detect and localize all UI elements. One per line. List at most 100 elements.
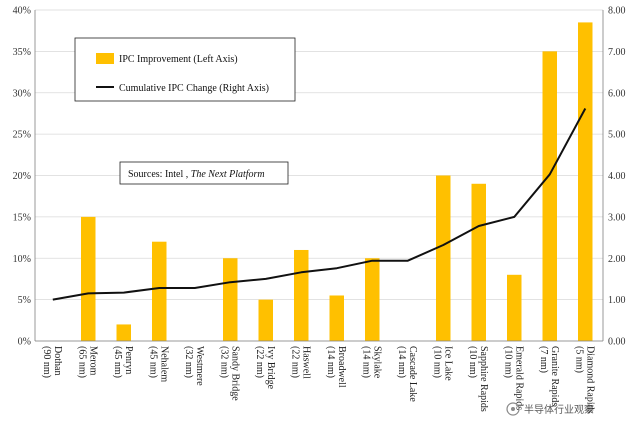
watermark: 半导体行业观察	[506, 402, 594, 416]
category-label: Skylake(14 nm)	[360, 346, 382, 379]
category-name: Dothan	[52, 346, 63, 375]
axes	[34, 10, 604, 342]
category-label: Diamond Rapids(5 nm)	[573, 346, 595, 414]
category-name: Penryn	[123, 346, 134, 374]
cumulative-line	[52, 108, 587, 301]
source-prefix: Sources: Intel ,	[128, 169, 191, 180]
bar	[152, 241, 167, 341]
right-tick-label: 5.00	[608, 130, 626, 141]
legend: IPC Improvement (Left Axis) Cumulative I…	[74, 37, 296, 102]
category-node: (22 nm)	[289, 346, 300, 378]
category-labels: Dothan(90 nm) Merom(65 nm) Penryn(45 nm) Ne…	[41, 346, 596, 414]
source-box-frame	[119, 161, 289, 185]
right-tick-label: 4.00	[608, 171, 626, 182]
category-name: Ivy Bridge	[265, 346, 276, 390]
right-tick-label: 3.00	[608, 212, 626, 223]
left-tick-label: 35%	[13, 47, 31, 58]
right-tick-label: 0.00	[608, 337, 626, 348]
source-annotation: Sources: Intel , The Next Platform	[119, 161, 289, 185]
category-label: Penryn(45 nm)	[112, 346, 134, 378]
legend-bar-label: IPC Improvement (Left Axis)	[119, 54, 238, 65]
category-name: Emerald Rapids	[513, 346, 524, 410]
line-series	[52, 108, 587, 301]
category-label: Sandy Bridge(32 nm)	[218, 346, 240, 401]
category-label: Nehalem(45 nm)	[147, 346, 169, 382]
category-name: Nehalem	[158, 346, 169, 382]
category-node: (10 nm)	[502, 346, 513, 378]
left-tick-label: 0%	[18, 337, 31, 348]
category-name: Sapphire Rapids	[478, 346, 489, 412]
legend-line-label: Cumulative IPC Change (Right Axis)	[119, 83, 269, 94]
left-tick-label: 30%	[13, 88, 31, 99]
left-tick-label: 5%	[18, 295, 31, 306]
category-label: Ivy Bridge(22 nm)	[254, 346, 276, 390]
category-node: (14 nm)	[325, 346, 336, 378]
left-axis-ticks: 0% 5% 10% 15% 20% 25% 30% 35% 40%	[13, 6, 31, 348]
category-label: Sapphire Rapids(10 nm)	[467, 346, 489, 412]
bar	[365, 258, 380, 341]
category-name: Westmere	[194, 346, 205, 386]
watermark-text: 半导体行业观察	[524, 403, 594, 416]
category-node: (65 nm)	[76, 346, 87, 378]
bar	[329, 295, 344, 341]
bar	[81, 216, 96, 341]
category-node: (22 nm)	[254, 346, 265, 378]
category-node: (10 nm)	[467, 346, 478, 378]
category-label: Broadwell(14 nm)	[325, 346, 347, 388]
category-name: Haswell	[300, 346, 311, 379]
category-node: (32 nm)	[218, 346, 229, 378]
left-tick-label: 10%	[13, 254, 31, 265]
category-name: Skylake	[371, 346, 382, 379]
bar-series	[81, 22, 593, 341]
left-tick-label: 40%	[13, 6, 31, 17]
bar	[223, 258, 238, 341]
bar	[578, 22, 593, 341]
right-axis-ticks: 0.00 1.00 2.00 3.00 4.00 5.00 6.00 7.00 8.00	[608, 6, 626, 348]
legend-bar-swatch	[96, 53, 114, 64]
source-text: Sources: Intel , The Next Platform	[128, 169, 265, 180]
bar	[436, 175, 451, 341]
left-tick-label: 15%	[13, 212, 31, 223]
bar	[542, 51, 557, 341]
category-node: (10 nm)	[431, 346, 442, 378]
category-label: Cascade Lake(14 nm)	[396, 346, 418, 402]
category-label: Westmere(32 nm)	[183, 346, 205, 386]
category-node: (14 nm)	[360, 346, 371, 378]
category-label: Ice Lake(10 nm)	[431, 346, 453, 381]
bar	[471, 183, 486, 341]
watermark-icon-dot	[511, 407, 515, 411]
category-label: Haswell(22 nm)	[289, 346, 311, 379]
category-node: (90 nm)	[41, 346, 52, 378]
category-node: (5 nm)	[573, 346, 584, 373]
category-node: (14 nm)	[396, 346, 407, 378]
category-name: Broadwell	[336, 346, 347, 388]
right-tick-label: 8.00	[608, 6, 626, 17]
category-name: Ice Lake	[442, 346, 453, 381]
left-tick-label: 25%	[13, 130, 31, 141]
category-name: Diamond Rapids	[584, 346, 595, 414]
bar	[294, 249, 309, 341]
bar	[116, 324, 131, 341]
bar	[507, 274, 522, 341]
right-tick-label: 6.00	[608, 88, 626, 99]
category-node: (45 nm)	[147, 346, 158, 378]
category-node: (32 nm)	[183, 346, 194, 378]
right-tick-label: 1.00	[608, 295, 626, 306]
category-label: Emerald Rapids(10 nm)	[502, 346, 524, 410]
source-emphasis: The Next Platform	[191, 169, 265, 180]
right-tick-label: 2.00	[608, 254, 626, 265]
category-label: Dothan(90 nm)	[41, 346, 63, 378]
legend-box	[74, 37, 296, 102]
watermark-icon	[506, 402, 520, 416]
category-name: Cascade Lake	[407, 346, 418, 402]
category-name: Granite Rapids	[549, 346, 560, 406]
bar	[258, 299, 273, 341]
category-name: Sandy Bridge	[229, 346, 240, 401]
right-tick-label: 7.00	[608, 47, 626, 58]
category-name: Merom	[87, 346, 98, 376]
category-node: (45 nm)	[112, 346, 123, 378]
category-label: Merom(65 nm)	[76, 346, 98, 378]
left-tick-label: 20%	[13, 171, 31, 182]
